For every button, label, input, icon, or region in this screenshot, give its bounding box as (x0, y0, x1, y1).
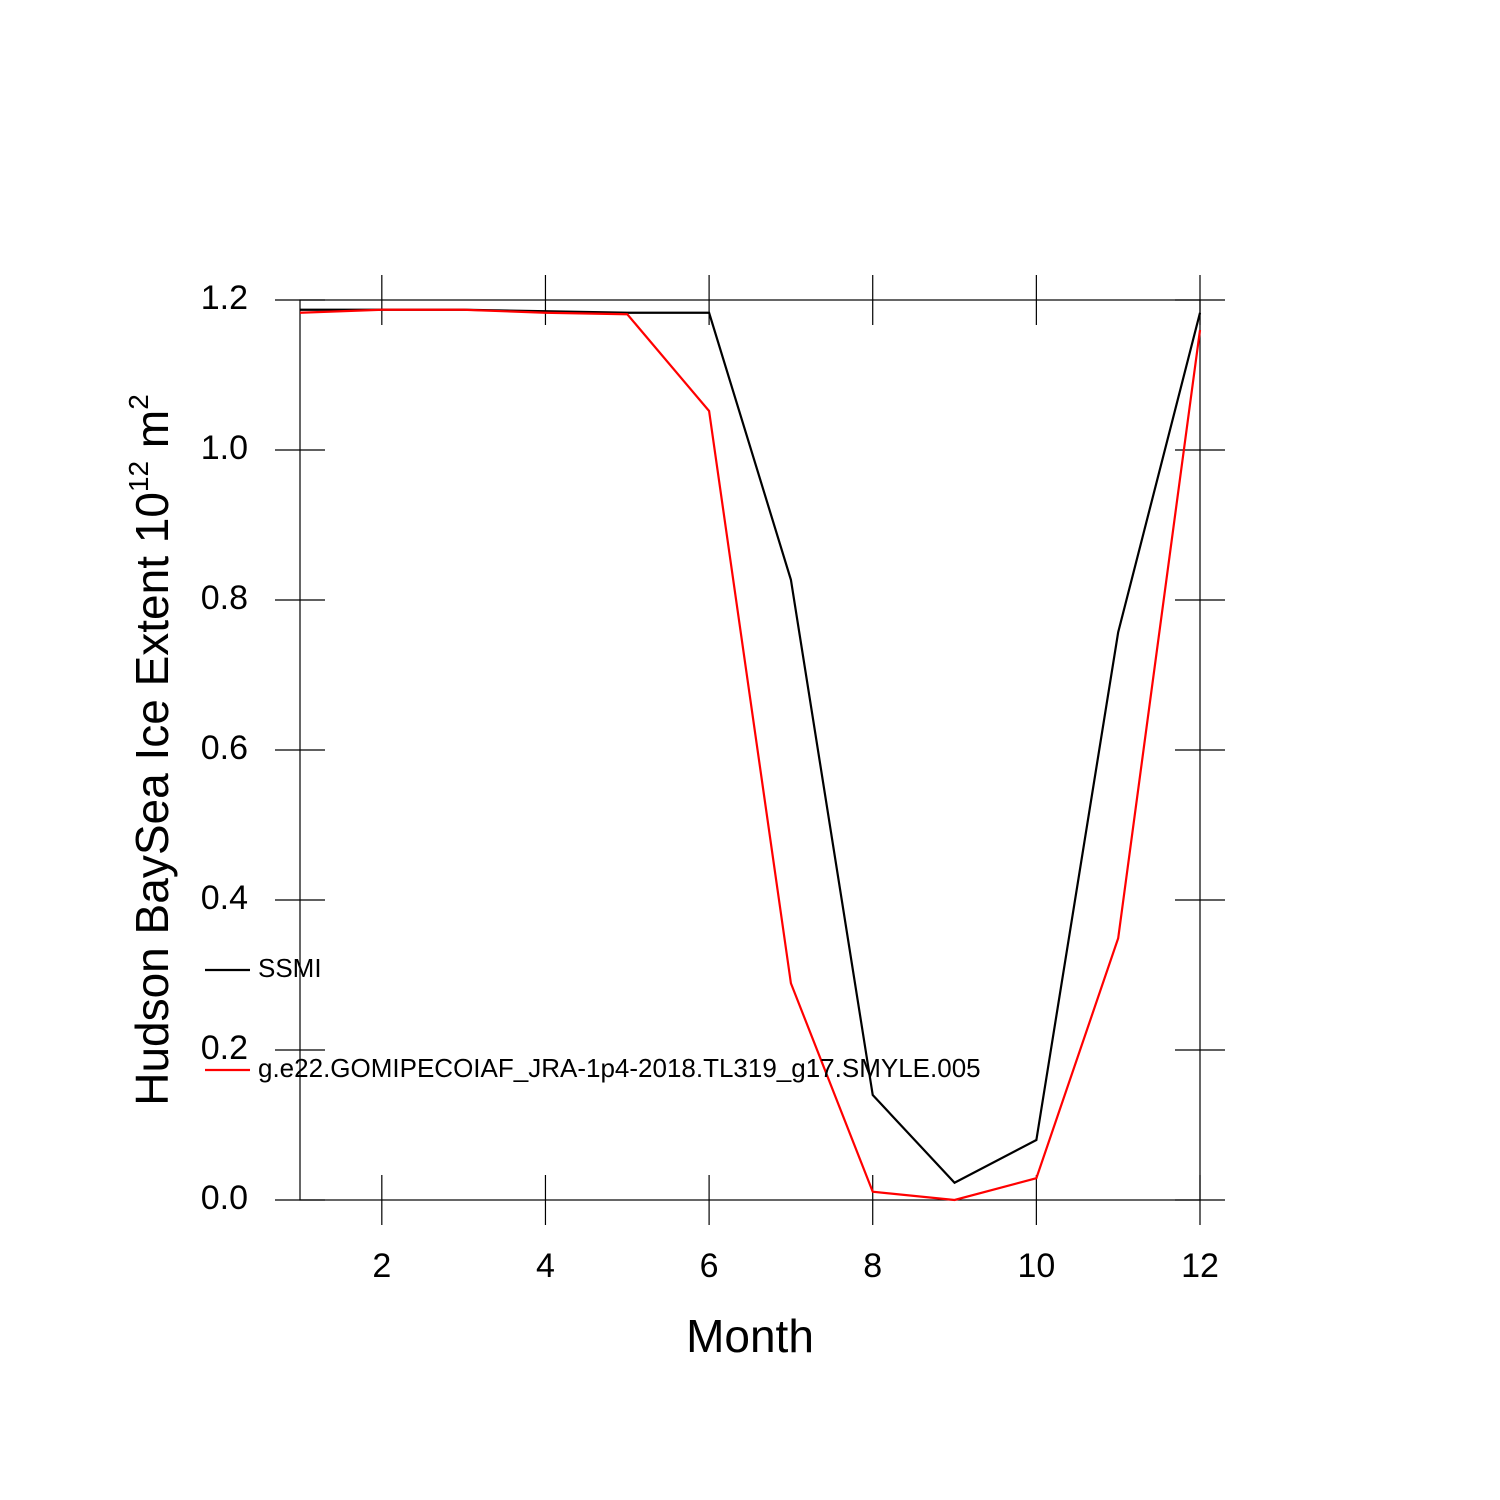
x-tick-label: 8 (863, 1247, 882, 1285)
y-axis-title: Hudson BaySea Ice Extent 1012 m2 (123, 394, 178, 1106)
x-tick-label: 10 (1017, 1247, 1055, 1285)
x-tick-label: 4 (536, 1247, 555, 1285)
y-tick-label: 1.0 (201, 429, 248, 467)
y-tick-label: 0.2 (201, 1029, 248, 1067)
y-tick-label: 0.0 (201, 1179, 248, 1217)
y-tick-label: 0.4 (201, 879, 248, 917)
series-line (299, 308, 1202, 1202)
y-axis-title-part: m (126, 410, 178, 461)
legend-label: SSMI (258, 953, 322, 983)
y-tick-label: 0.8 (201, 579, 248, 617)
y-axis-title-part: 12 (123, 461, 154, 492)
y-tick-label: 0.6 (201, 729, 248, 767)
y-tick-label: 1.2 (201, 279, 248, 317)
x-tick-label: 12 (1181, 1247, 1219, 1285)
series-line (300, 308, 1202, 1185)
y-axis-title-part: Hudson BaySea Ice Extent 10 (126, 492, 178, 1106)
x-axis-title: Month (686, 1310, 814, 1362)
y-axis-title-part: 2 (123, 394, 154, 410)
x-tick-label: 2 (372, 1247, 391, 1285)
legend-label: g.e22.GOMIPECOIAF_JRA-1p4-2018.TL319_g17… (258, 1053, 981, 1083)
x-tick-label: 6 (700, 1247, 719, 1285)
